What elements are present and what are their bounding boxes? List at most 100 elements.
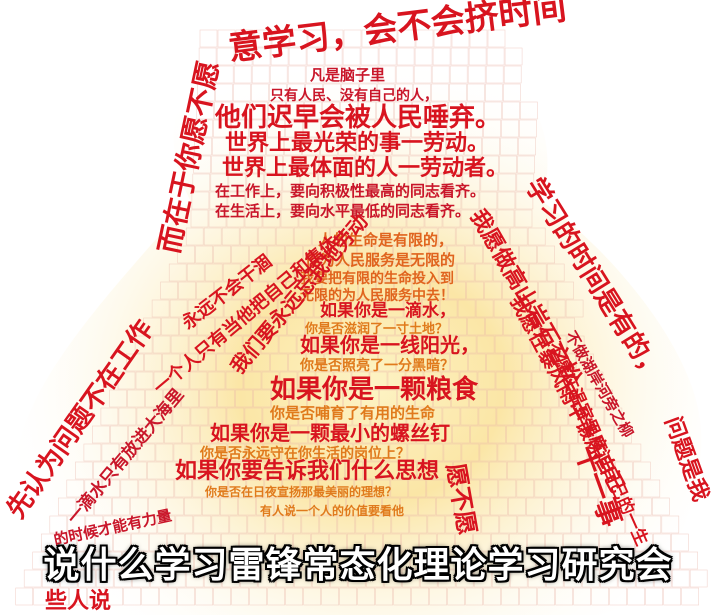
grid-cell [196,281,214,300]
grid-cell [185,227,204,246]
grid-cell [444,479,463,498]
grid-cell [188,335,207,354]
grid-cell [129,461,147,480]
grid-cell [420,263,439,282]
grid-cell [199,29,218,48]
grid-cell [347,569,366,588]
grid-cell [267,245,286,264]
grid-cell [481,155,500,174]
grid-cell [599,569,618,588]
grid-cell [407,443,426,462]
grid-cell [653,569,672,588]
center-line-12: 你是否永远守在你生活的岗位上？ [199,445,410,462]
grid-cell [539,317,557,336]
grid-cell [192,479,211,498]
grid-cell [406,209,425,228]
grid-cell [230,551,248,570]
grid-cell [413,317,431,336]
grid-cell [529,299,548,318]
grid-cell [255,497,274,516]
grid-cell [358,281,376,300]
grid-cell [525,497,544,516]
grid-cell [469,29,488,48]
grid-cell [273,497,292,516]
grid-cell [397,389,415,408]
grid-cell [303,119,321,138]
grid-cell [331,299,350,318]
video-subtitle: 说什么学习雷锋常态化理论学习研究会 [43,545,673,586]
grid-cell [219,461,237,480]
grid-cell [417,497,436,516]
grid-cell [394,101,412,120]
grid-cell [435,497,454,516]
grid-cell [362,425,380,444]
grid-cell [303,587,322,606]
grid-cell [371,443,390,462]
grid-cell [226,407,245,426]
grid-cell [368,335,387,354]
grid-cell [229,155,247,174]
grid-cell [292,533,311,552]
grid-cell [500,137,518,156]
grid-cell [126,353,144,372]
grid-cell [361,29,380,48]
grid-cell [532,407,551,426]
grid-cell [488,425,506,444]
grid-cell [444,173,463,192]
grid-cell [447,119,465,138]
grid-cell [322,281,340,300]
grid-cell [375,119,393,138]
grid-cell [328,533,347,552]
grid-cell [95,569,114,588]
grid-cell [59,569,78,588]
grid-cell [217,29,236,48]
grid-cell [551,443,570,462]
grid-cell [425,191,444,210]
grid-cell [571,515,590,534]
grid-cell [316,209,335,228]
grid-cell [483,245,502,264]
grid-cell [153,371,172,390]
grid-cell [634,533,653,552]
grid-cell [689,569,708,588]
grid-cell [338,137,356,156]
grid-cell [401,569,420,588]
grid-cell [357,587,376,606]
grid-cell [392,551,411,570]
grid-cell [545,569,564,588]
grid-cell [321,587,340,606]
grid-cell [480,173,499,192]
grid-cell [194,551,212,570]
grid-cell [430,83,449,102]
grid-cell [681,587,700,606]
grid-cell [587,443,606,462]
grid-cell [221,569,240,588]
grid-cell [163,389,181,408]
grid-cell [335,443,354,462]
grid-cell [453,497,472,516]
grid-cell [579,461,597,480]
center-line-14: 你是否在日夜宣扬那最美丽的理想？ [204,484,397,499]
grid-cell [401,227,420,246]
grid-cell [436,533,455,552]
grid-cell [384,263,403,282]
grid-cell [465,245,484,264]
grid-cell [76,497,94,516]
grid-cell [236,425,254,444]
grid-cell [568,407,587,426]
grid-cell [231,245,249,264]
grid-cell [531,371,550,390]
grid-cell [294,263,313,282]
grid-cell [276,263,295,282]
grid-cell [411,245,430,264]
center-line-10: 你是否哺育了有用的生命 [269,404,436,422]
grid-cell [382,533,401,552]
grid-cell [180,353,198,372]
grid-cell [359,65,378,84]
grid-cell [459,371,478,390]
grid-cell [58,533,77,552]
grid-cell [302,137,320,156]
grid-cell [604,407,623,426]
grid-cell [250,101,268,120]
grid-cell [344,425,362,444]
